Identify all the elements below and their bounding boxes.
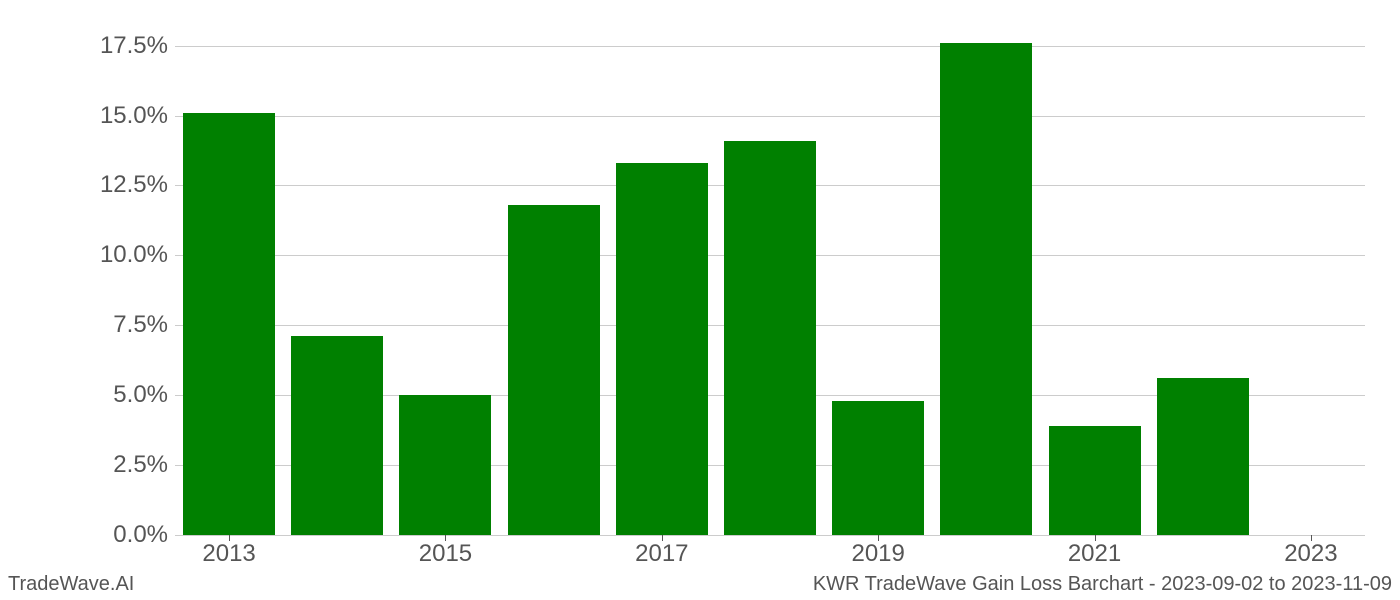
bar <box>1157 378 1249 535</box>
plot-area <box>175 40 1365 535</box>
bar <box>291 336 383 535</box>
y-tick-label: 0.0% <box>8 521 168 549</box>
bar <box>832 401 924 535</box>
gain-loss-barchart: 0.0% 2.5% 5.0% 7.5% 10.0% 12.5% 15.0% 17.5% 201… <box>0 0 1400 600</box>
y-tick-label: 12.5% <box>8 171 168 199</box>
x-tick-label: 2015 <box>419 540 472 568</box>
x-tick-label: 2017 <box>635 540 688 568</box>
bar <box>399 395 491 535</box>
x-tick-label: 2021 <box>1068 540 1121 568</box>
gridline <box>175 46 1365 47</box>
y-tick-label: 15.0% <box>8 102 168 130</box>
footer-caption: KWR TradeWave Gain Loss Barchart - 2023-… <box>813 573 1392 596</box>
bar <box>616 163 708 535</box>
bar <box>940 43 1032 535</box>
y-tick-label: 2.5% <box>8 451 168 479</box>
y-tick-label: 17.5% <box>8 32 168 60</box>
x-tick-label: 2019 <box>851 540 904 568</box>
bar <box>1049 426 1141 535</box>
y-tick-label: 5.0% <box>8 381 168 409</box>
y-tick-label: 10.0% <box>8 241 168 269</box>
gridline <box>175 535 1365 536</box>
gridline <box>175 116 1365 117</box>
x-tick-label: 2023 <box>1284 540 1337 568</box>
bar <box>183 113 275 535</box>
bar <box>724 141 816 535</box>
bar <box>508 205 600 535</box>
footer-brand: TradeWave.AI <box>8 573 134 596</box>
x-tick-label: 2013 <box>202 540 255 568</box>
y-tick-label: 7.5% <box>8 311 168 339</box>
